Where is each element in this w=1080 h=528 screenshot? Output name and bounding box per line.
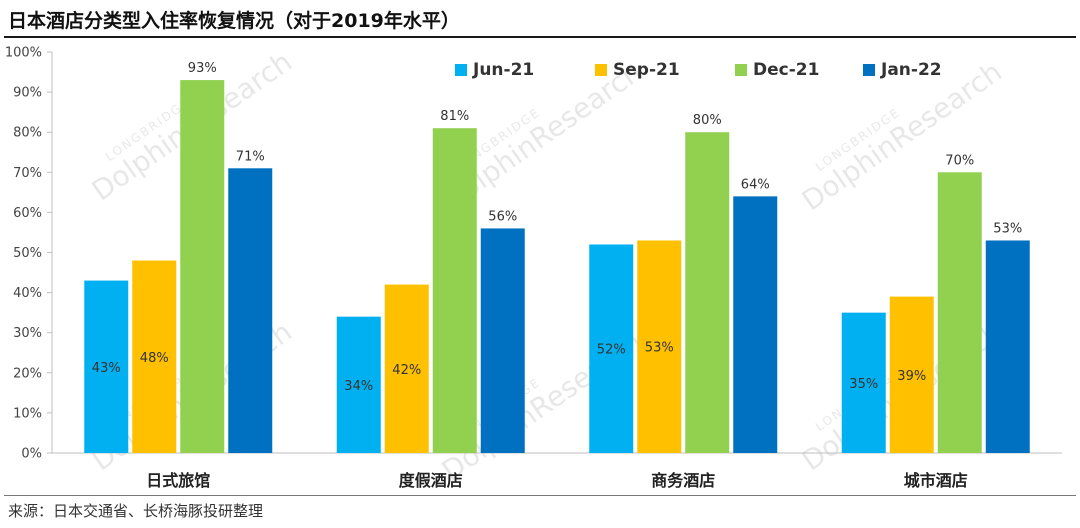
x-category-label: 商务酒店 (651, 471, 715, 490)
bar-data-label: 56% (488, 209, 517, 224)
legend-label: Jun-21 (473, 60, 534, 80)
y-tick-label: 10% (13, 406, 42, 421)
legend-swatch (735, 64, 747, 76)
bar-data-label: 53% (645, 341, 674, 356)
bar-data-label: 48% (140, 351, 169, 366)
bar-data-label: 64% (741, 177, 770, 192)
bar-dec-21 (433, 128, 477, 453)
bar-dec-21 (938, 172, 982, 453)
bar-jan-22 (733, 196, 777, 453)
bar-data-label: 52% (597, 343, 626, 358)
bar-dec-21 (685, 132, 729, 453)
legend-swatch (595, 64, 607, 76)
bar-jan-22 (986, 240, 1030, 453)
legend-label: Dec-21 (753, 60, 819, 80)
legend-label: Sep-21 (613, 60, 680, 80)
bar-jan-22 (228, 168, 272, 453)
bar-data-label: 70% (945, 153, 974, 168)
y-tick-label: 50% (13, 246, 42, 261)
bar-data-label: 39% (897, 369, 926, 384)
y-tick-label: 20% (13, 366, 42, 381)
y-tick-label: 100% (5, 46, 42, 61)
source-note: 来源：日本交通省、长桥海豚投研整理 (8, 500, 263, 521)
legend-item: Dec-21 (735, 60, 863, 80)
y-tick-label: 70% (13, 166, 42, 181)
bar-jan-22 (481, 228, 525, 453)
y-tick-label: 80% (13, 126, 42, 141)
bar-data-label: 34% (344, 379, 373, 394)
legend-item: Jan-22 (863, 60, 1003, 80)
bar-data-label: 43% (92, 361, 121, 376)
legend-swatch (863, 64, 875, 76)
legend-item: Jun-21 (455, 60, 595, 80)
x-category-label: 度假酒店 (399, 471, 463, 490)
legend-swatch (455, 64, 467, 76)
bar-data-label: 53% (993, 221, 1022, 236)
y-tick-label: 30% (13, 326, 42, 341)
y-tick-label: 60% (13, 206, 42, 221)
y-tick-label: 90% (13, 86, 42, 101)
bar-data-label: 93% (188, 61, 217, 76)
bar-data-label: 81% (440, 109, 469, 124)
bar-data-label: 80% (693, 113, 722, 128)
chart-legend: Jun-21 Sep-21 Dec-21 Jan-22 (455, 60, 1003, 80)
bar-data-label: 35% (849, 377, 878, 392)
x-category-label: 城市酒店 (904, 471, 968, 490)
legend-item: Sep-21 (595, 60, 735, 80)
legend-label: Jan-22 (881, 60, 942, 80)
bar-dec-21 (180, 80, 224, 453)
bar-data-label: 71% (236, 149, 265, 164)
y-tick-label: 40% (13, 286, 42, 301)
x-category-label: 日式旅馆 (146, 471, 210, 490)
bar-data-label: 42% (392, 363, 421, 378)
y-tick-label: 0% (21, 447, 42, 462)
footer-divider (4, 495, 1076, 496)
